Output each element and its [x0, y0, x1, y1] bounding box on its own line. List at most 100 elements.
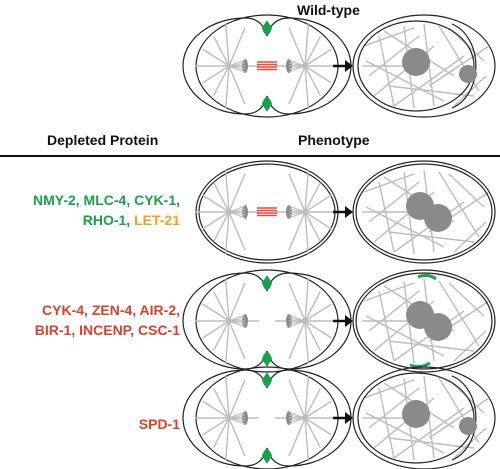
eggshell-outline [352, 269, 496, 373]
astral-microtubule [304, 320, 309, 363]
microtubule [368, 290, 420, 332]
astral-microtubule [228, 320, 246, 360]
outcome-cell [352, 14, 496, 118]
astral-microtubule [304, 417, 321, 448]
astral-microtubule [213, 291, 230, 322]
microtubule [438, 280, 480, 347]
outcome-cell [352, 366, 496, 469]
astral-microtubule [304, 303, 332, 322]
astral-microtubule [213, 182, 230, 213]
spindle-fiber [288, 211, 306, 219]
cell-membrane [182, 272, 352, 370]
phenotype-header: Phenotype [298, 132, 370, 148]
protein-text: SPD-1 [138, 416, 180, 432]
eggshell-outline [352, 14, 496, 118]
single-membrane [355, 272, 493, 370]
astral-microtubule [202, 303, 230, 322]
row1-proteins: NMY-2, MLC-4, CYK-1, RHO-1, LET-21 [33, 190, 180, 230]
nucleus [424, 204, 452, 232]
astral-microtubule [304, 48, 332, 67]
microtubule [365, 206, 445, 248]
microtubule [388, 340, 475, 352]
astral-microtubule [225, 211, 230, 254]
protein-text: BIR-1, INCENP, CSC-1 [34, 322, 180, 338]
astral-microtubule [304, 36, 321, 67]
outcome-cell [352, 269, 496, 373]
astral-microtubule [202, 48, 230, 67]
contractile-ring-top [261, 372, 273, 387]
nucleus [402, 48, 430, 76]
astral-microtubule [304, 65, 332, 84]
astral-microtubule [225, 170, 230, 213]
astral-microtubule [304, 211, 321, 242]
astral-microtubule [304, 65, 309, 108]
microtubule [453, 221, 487, 253]
astral-microtubule [304, 400, 332, 419]
protein-text: CYK-4, ZEN-4, AIR-2, [42, 302, 180, 318]
microtubule [378, 35, 395, 107]
daughter-cell-p1 [451, 375, 477, 461]
astral-microtubule [304, 65, 321, 96]
protein-text: RHO-1, [82, 212, 135, 228]
astral-microtubule [228, 379, 246, 419]
daughter-cell-ab [357, 20, 475, 112]
microtubule [448, 173, 485, 208]
astral-microtubule [213, 320, 230, 351]
spindle-fiber [228, 320, 246, 328]
microtubule [365, 315, 445, 357]
astral-microtubule [225, 376, 230, 419]
astral-microtubule [225, 65, 230, 108]
astral-microtubule [288, 173, 306, 213]
astral-microtubule [202, 417, 230, 436]
astral-microtubule [288, 211, 306, 251]
nucleus [459, 417, 477, 435]
astral-microtubule [202, 211, 230, 230]
astral-microtubule [225, 417, 230, 460]
microtubule [388, 437, 475, 449]
microtubule [453, 330, 487, 362]
protein-text: NMY-2, MLC-4, CYK-1, [32, 192, 180, 208]
microtubule [368, 35, 420, 77]
astral-microtubule [202, 400, 230, 419]
protein-text: LET-21 [134, 212, 180, 228]
ring-remnant-top [417, 273, 437, 281]
astral-microtubule [304, 24, 309, 67]
astral-microtubule [288, 417, 306, 457]
microtubule [388, 231, 475, 243]
astral-microtubule [304, 211, 309, 254]
microtubule [368, 181, 420, 223]
contractile-ring-top [261, 20, 273, 35]
astral-microtubule [228, 282, 246, 322]
astral-microtubule [304, 291, 321, 322]
astral-microtubule [304, 417, 309, 460]
microtubule [363, 173, 415, 193]
wildtype-title: Wild-type [297, 2, 360, 18]
anaphase-cell [182, 14, 352, 118]
microtubule [378, 290, 395, 362]
astral-microtubule [304, 182, 321, 213]
cell-membrane [182, 17, 352, 115]
astral-microtubule [288, 320, 306, 360]
contractile-ring-bottom [261, 97, 273, 112]
astral-microtubule [228, 211, 246, 251]
astral-microtubule [225, 320, 230, 363]
microtubule [363, 379, 415, 399]
microtubule [428, 45, 490, 87]
astral-microtubule [304, 388, 321, 419]
astral-microtubule [202, 320, 230, 339]
arrow-right-icon [345, 315, 353, 327]
astral-microtubule [213, 417, 230, 448]
microtubule [368, 387, 420, 429]
microtubule [388, 85, 475, 97]
astral-microtubule [202, 194, 230, 213]
astral-microtubule [213, 211, 230, 242]
daughter-cell-p1 [451, 23, 477, 109]
row1-line2: RHO-1, LET-21 [33, 210, 180, 230]
microtubule [378, 387, 395, 459]
nucleus [424, 313, 452, 341]
astral-microtubule [228, 65, 246, 105]
astral-microtubule [288, 27, 306, 67]
microtubule [363, 282, 415, 302]
daughter-cell-ab [357, 372, 475, 464]
